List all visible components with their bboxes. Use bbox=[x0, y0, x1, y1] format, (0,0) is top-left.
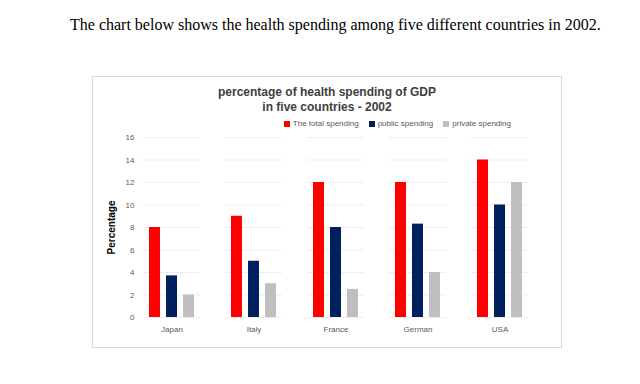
svg-text:2: 2 bbox=[130, 291, 135, 300]
svg-text:8: 8 bbox=[130, 223, 135, 232]
html-text:private spending: private spending bbox=[452, 119, 511, 128]
svg-text:Percentage: Percentage bbox=[106, 200, 117, 254]
html-text:The chart below shows the heal: The chart below shows the health spendin… bbox=[70, 16, 601, 33]
svg-text:14: 14 bbox=[126, 156, 135, 165]
svg-text:10: 10 bbox=[126, 201, 135, 210]
svg-text:German: German bbox=[404, 325, 433, 334]
svg-text:16: 16 bbox=[126, 133, 135, 142]
svg-text:Japan: Japan bbox=[161, 325, 183, 334]
svg-text:4: 4 bbox=[130, 268, 135, 277]
html-text:The total spending: The total spending bbox=[292, 119, 359, 128]
svg-text:12: 12 bbox=[126, 178, 135, 187]
svg-text:France: France bbox=[324, 325, 349, 334]
html-text:percentage of health spending: percentage of health spending of GDP in … bbox=[218, 85, 436, 114]
svg-text:6: 6 bbox=[130, 246, 135, 255]
html-text:public spending: public spending bbox=[377, 119, 434, 128]
svg-text:0: 0 bbox=[130, 313, 135, 322]
svg-text:Italy: Italy bbox=[247, 325, 262, 334]
svg-text:USA: USA bbox=[492, 325, 509, 334]
